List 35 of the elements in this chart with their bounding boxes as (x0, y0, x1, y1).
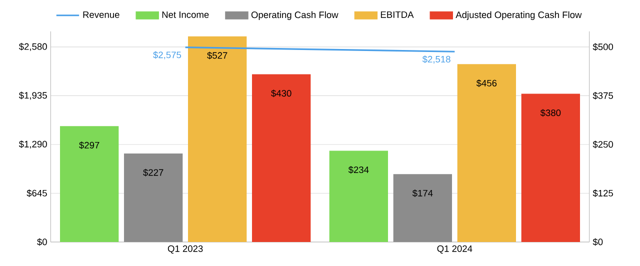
y2-tick-label: $375 (592, 92, 613, 100)
data-label: $2,518 (422, 56, 450, 64)
y2-tick-label: $0 (592, 238, 603, 246)
legend-label: Net Income (162, 11, 209, 18)
data-label: $527 (207, 52, 228, 60)
data-label: $430 (271, 90, 292, 98)
data-label: $2,575 (153, 51, 182, 60)
bar (188, 36, 247, 242)
data-label: $234 (348, 166, 369, 174)
legend-label: Operating Cash Flow (251, 11, 338, 20)
bar (60, 126, 119, 242)
x-tick-label: Q1 2024 (437, 245, 472, 254)
y-tick-label: $2,580 (18, 42, 47, 51)
bar (252, 74, 311, 242)
data-label: $380 (540, 109, 561, 117)
data-label: $174 (412, 189, 433, 198)
data-label: $227 (143, 168, 164, 176)
bar (393, 174, 452, 242)
y-tick-label: $645 (26, 189, 47, 197)
y2-tick-label: $125 (592, 189, 613, 197)
y-tick-label: $0 (37, 238, 47, 246)
y2-tick-label: $250 (592, 140, 614, 148)
x-tick-label: Q1 2023 (168, 245, 203, 254)
data-label: $456 (476, 79, 497, 87)
y-tick-label: $1,290 (18, 140, 47, 148)
legend-label: Revenue (83, 11, 120, 18)
bar (457, 64, 516, 242)
legend-label: Adjusted Operating Cash Flow (456, 11, 582, 20)
legend-label: EBITDA (380, 11, 414, 18)
bar (329, 150, 388, 242)
y-tick-label: $1,935 (18, 92, 47, 100)
data-label: $297 (79, 142, 100, 150)
bar (521, 94, 580, 242)
bar (124, 153, 183, 242)
y2-tick-label: $500 (592, 43, 614, 51)
